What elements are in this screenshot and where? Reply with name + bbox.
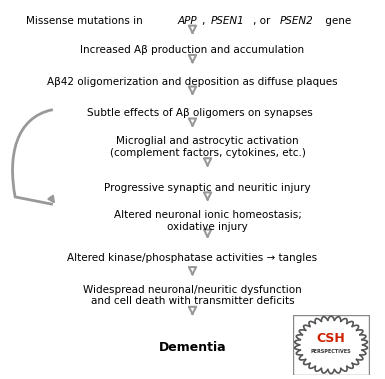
Text: Aβ42 oligomerization and deposition as diffuse plaques: Aβ42 oligomerization and deposition as d… bbox=[47, 77, 338, 87]
Text: Dementia: Dementia bbox=[159, 341, 226, 354]
Text: APP: APP bbox=[177, 16, 197, 25]
Text: Progressive synaptic and neuritic injury: Progressive synaptic and neuritic injury bbox=[104, 183, 311, 193]
Text: Subtle effects of Aβ oligomers on synapses: Subtle effects of Aβ oligomers on synaps… bbox=[87, 108, 313, 118]
Text: gene: gene bbox=[322, 16, 352, 25]
Text: Microglial and astrocytic activation
(complement factors, cytokines, etc.): Microglial and astrocytic activation (co… bbox=[110, 136, 306, 158]
Text: Increased Aβ production and accumulation: Increased Aβ production and accumulation bbox=[80, 45, 305, 55]
Text: , or: , or bbox=[253, 16, 274, 25]
Text: Altered neuronal ionic homeostasis;
oxidative injury: Altered neuronal ionic homeostasis; oxid… bbox=[114, 210, 301, 232]
Text: PSEN1: PSEN1 bbox=[211, 16, 244, 25]
Text: PERSPECTIVES: PERSPECTIVES bbox=[311, 349, 352, 354]
Text: Altered kinase/phosphatase activities → tangles: Altered kinase/phosphatase activities → … bbox=[67, 253, 318, 263]
Text: ,: , bbox=[203, 16, 209, 25]
Text: PSEN2: PSEN2 bbox=[280, 16, 313, 25]
Text: Widespread neuronal/neuritic dysfunction
and cell death with transmitter deficit: Widespread neuronal/neuritic dysfunction… bbox=[83, 285, 302, 306]
Text: Missense mutations in: Missense mutations in bbox=[26, 16, 146, 25]
Text: CSH: CSH bbox=[317, 332, 345, 345]
